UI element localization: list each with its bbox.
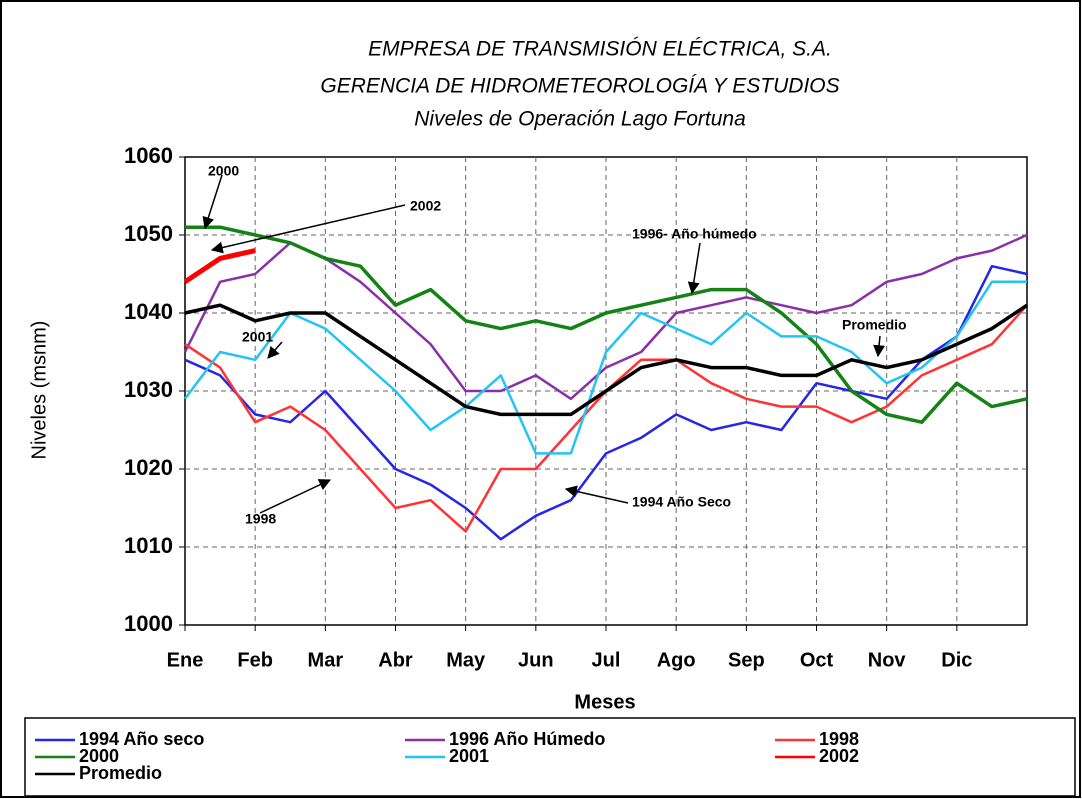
x-tick-label: Oct [800,649,834,671]
y-tick-label: 1050 [124,221,173,246]
legend-label: 1998 [819,729,859,749]
legend-label: 1994 Año seco [79,729,204,749]
annotation-arrow [687,242,701,295]
x-tick-label: Mar [308,649,344,671]
x-tick-label: May [446,649,486,671]
annotation-arrow [564,485,629,504]
chart-title: EMPRESA DE TRANSMISIÓN ELÉCTRICA, S.A. [368,38,832,61]
x-tick-label: Nov [868,649,907,671]
series-line [185,225,1028,424]
x-tick-label: Jun [518,649,554,671]
annotation: 1998 [245,511,276,527]
chart-title: Niveles de Operación Lago Fortuna [414,108,746,131]
annotation: Promedio [842,317,907,333]
y-tick-label: 1000 [124,611,173,636]
legend-box [24,717,1076,797]
x-tick-label: Abr [378,649,413,671]
series-line [183,248,256,284]
x-tick-label: Feb [237,649,273,671]
y-axis-label: Niveles (msnm) [28,321,50,460]
legend-label: 2002 [819,746,859,766]
annotation: 2002 [410,198,441,214]
annotation-arrow [259,479,332,514]
annotation-arrow [202,174,223,230]
y-tick-label: 1030 [124,377,173,402]
chart-title: GERENCIA DE HIDROMETEOROLOGÍA Y ESTUDIOS [320,75,839,98]
y-tick-label: 1020 [124,455,173,480]
x-tick-label: Dic [941,649,972,671]
series-line [184,264,1028,541]
legend-label: 2001 [449,746,489,766]
x-tick-label: Ago [657,649,696,671]
series-line [184,303,1028,417]
legend-label: 2000 [79,746,119,766]
y-tick-label: 1040 [124,299,173,324]
y-tick-label: 1060 [124,143,173,168]
x-axis-label: Meses [574,691,635,713]
y-tick-label: 1010 [124,533,173,558]
x-tick-label: Sep [728,649,765,671]
annotation-arrow [267,341,283,359]
x-tick-label: Jul [592,649,621,671]
annotation: 1996- Año húmedo [632,226,757,242]
annotation: 2001 [242,329,273,345]
legend-label: Promedio [79,763,162,783]
annotation-arrow [873,335,886,358]
series-line [184,280,1027,455]
annotation-arrow [210,204,406,254]
annotation: 1994 Año Seco [632,494,731,510]
legend-label: 1996 Año Húmedo [449,729,605,749]
x-tick-label: Ene [167,649,204,671]
annotation: 2000 [208,163,239,179]
